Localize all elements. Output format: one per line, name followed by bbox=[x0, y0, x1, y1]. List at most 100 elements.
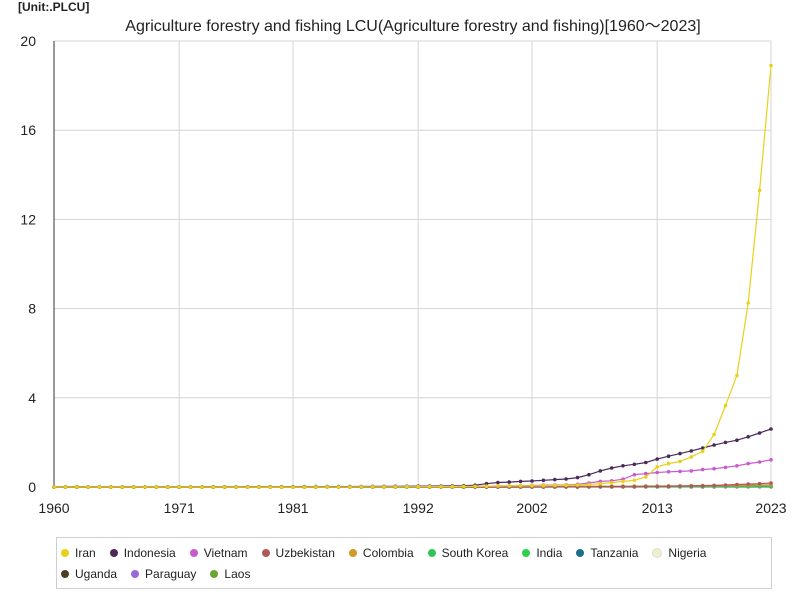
data-point bbox=[177, 485, 181, 489]
y-tick-label: 20 bbox=[20, 33, 36, 49]
data-point bbox=[507, 480, 512, 484]
data-point bbox=[735, 438, 739, 443]
data-point bbox=[120, 485, 125, 489]
data-point bbox=[735, 482, 739, 487]
legend-swatch bbox=[348, 548, 357, 557]
data-point bbox=[348, 485, 352, 489]
data-point bbox=[678, 459, 682, 464]
data-point bbox=[598, 484, 603, 489]
data-point bbox=[63, 485, 68, 489]
data-point bbox=[769, 481, 773, 485]
unit-label: [Unit:.PLCU] bbox=[18, 0, 90, 14]
legend-item: Indonesia bbox=[109, 542, 176, 563]
data-point bbox=[518, 484, 523, 488]
chart-title: Agriculture forestry and fishing LCU(Agr… bbox=[125, 18, 701, 35]
data-point bbox=[689, 469, 694, 473]
series-uzbekistan bbox=[52, 481, 773, 489]
data-point bbox=[735, 373, 739, 378]
series-line bbox=[54, 65, 772, 488]
data-point bbox=[507, 484, 512, 488]
data-point bbox=[211, 485, 216, 489]
data-point bbox=[461, 484, 466, 489]
data-point bbox=[222, 485, 227, 489]
data-point bbox=[541, 478, 546, 483]
data-point bbox=[735, 464, 739, 468]
data-point bbox=[325, 485, 329, 489]
data-point bbox=[484, 484, 489, 489]
data-point bbox=[575, 483, 580, 487]
data-point bbox=[632, 484, 637, 489]
y-tick-label: 4 bbox=[28, 390, 36, 406]
legend: Iran Indonesia Vietnam Uzbekistan Colombia So… bbox=[56, 537, 772, 589]
data-point bbox=[723, 403, 728, 408]
legend-item: Laos bbox=[210, 563, 250, 584]
legend-label: India bbox=[536, 545, 563, 560]
legend-swatch bbox=[576, 548, 585, 557]
data-point bbox=[314, 485, 318, 489]
data-point bbox=[553, 477, 557, 482]
x-tick-label: 2002 bbox=[516, 500, 547, 516]
legend-swatch bbox=[189, 548, 198, 557]
data-point bbox=[234, 485, 238, 489]
axes bbox=[53, 41, 771, 488]
data-point bbox=[678, 469, 682, 474]
data-point bbox=[757, 431, 762, 435]
data-point bbox=[644, 484, 648, 489]
data-point bbox=[712, 466, 716, 471]
legend-label: Paraguay bbox=[145, 566, 197, 581]
data-point bbox=[632, 472, 637, 477]
data-point bbox=[712, 432, 716, 437]
data-point bbox=[154, 485, 159, 489]
legend-swatch bbox=[61, 569, 69, 578]
data-point bbox=[564, 483, 568, 488]
data-point bbox=[700, 467, 705, 472]
x-tick-labels: 1960 1971 1981 1992 2002 2013 2023 bbox=[38, 500, 786, 516]
data-point bbox=[712, 443, 716, 447]
data-point bbox=[666, 461, 671, 466]
data-point bbox=[200, 485, 204, 489]
y-tick-labels: 0 4 8 12 16 20 bbox=[20, 33, 36, 495]
data-point bbox=[268, 485, 273, 489]
y-tick-label: 16 bbox=[20, 122, 36, 138]
legend-label: Nigeria bbox=[668, 545, 707, 560]
data-point bbox=[166, 485, 170, 489]
legend-label: Vietnam bbox=[203, 545, 248, 560]
data-point bbox=[279, 485, 284, 489]
legend-item: Uzbekistan bbox=[261, 542, 335, 563]
series-line bbox=[54, 428, 772, 488]
data-point bbox=[644, 471, 648, 476]
data-point bbox=[382, 485, 386, 489]
data-point bbox=[359, 485, 364, 489]
data-point bbox=[757, 460, 762, 464]
data-point bbox=[530, 479, 534, 483]
y-tick-label: 0 bbox=[28, 479, 36, 495]
legend-swatch bbox=[652, 547, 663, 558]
data-point bbox=[723, 440, 728, 445]
data-point bbox=[712, 483, 716, 488]
data-point bbox=[587, 482, 591, 487]
data-point bbox=[598, 469, 603, 473]
data-point bbox=[655, 457, 659, 461]
legend-swatch bbox=[210, 569, 219, 578]
data-point bbox=[245, 485, 250, 489]
legend-item: South Korea bbox=[427, 542, 509, 563]
x-tick-label: 1992 bbox=[403, 500, 434, 516]
data-point bbox=[723, 483, 728, 487]
data-point bbox=[587, 472, 591, 477]
data-point bbox=[723, 465, 728, 470]
legend-label: South Korea bbox=[441, 545, 509, 560]
legend-item: Tanzania bbox=[576, 542, 638, 563]
data-point bbox=[439, 484, 443, 489]
legend-swatch bbox=[261, 548, 270, 557]
y-tick-label: 8 bbox=[28, 301, 36, 317]
legend-item: Vietnam bbox=[189, 542, 248, 563]
data-point bbox=[666, 454, 671, 459]
legend-item: Nigeria bbox=[652, 542, 706, 563]
data-point bbox=[700, 449, 705, 454]
legend-label: Tanzania bbox=[590, 545, 639, 560]
data-point bbox=[655, 465, 659, 469]
legend-item: Uganda bbox=[61, 563, 117, 584]
legend-item: Colombia bbox=[348, 542, 414, 563]
data-point bbox=[644, 460, 648, 465]
